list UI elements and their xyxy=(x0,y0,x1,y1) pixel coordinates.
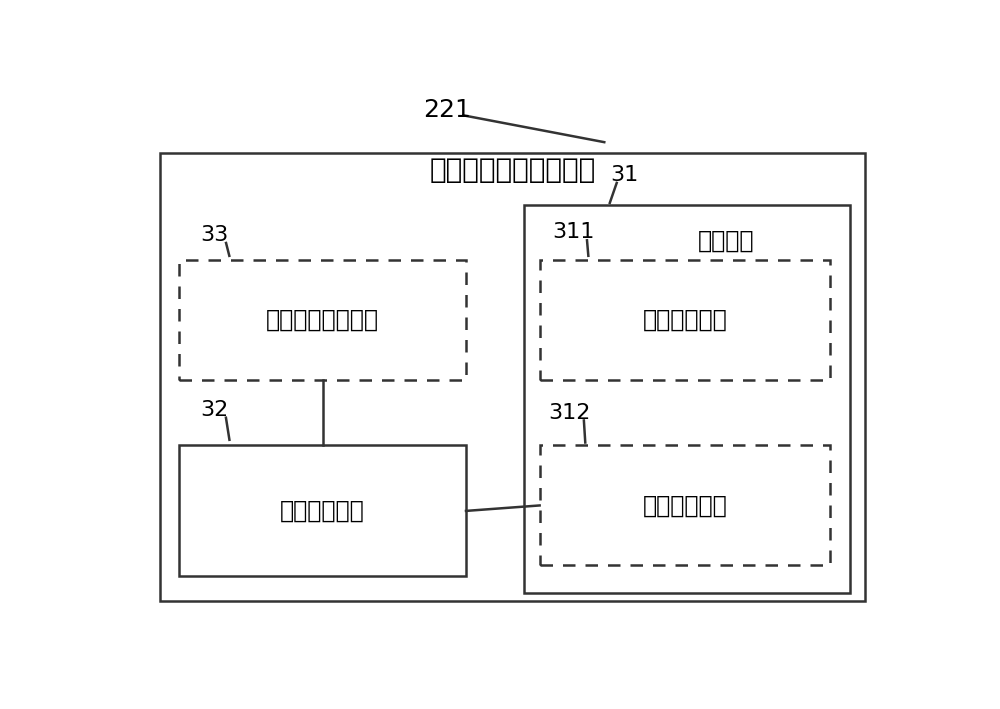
Bar xyxy=(524,205,850,593)
Text: 电压比较电路: 电压比较电路 xyxy=(280,499,365,523)
Text: 数据电压分压放大电路: 数据电压分压放大电路 xyxy=(429,156,596,184)
Text: 311: 311 xyxy=(552,223,594,242)
Text: 33: 33 xyxy=(200,225,228,245)
Bar xyxy=(540,259,830,380)
Bar xyxy=(179,445,466,576)
Bar xyxy=(540,445,830,566)
Text: 31: 31 xyxy=(611,165,639,185)
Text: 32: 32 xyxy=(200,400,228,420)
Text: 第二分压电路: 第二分压电路 xyxy=(643,493,727,518)
Text: 第一分压电路: 第一分压电路 xyxy=(643,308,727,332)
Text: 电源接入控制电路: 电源接入控制电路 xyxy=(266,308,379,332)
Text: 312: 312 xyxy=(549,403,591,423)
Text: 221: 221 xyxy=(423,98,471,122)
Text: 分压电路: 分压电路 xyxy=(698,229,754,252)
Bar xyxy=(160,153,865,601)
Bar xyxy=(179,259,466,380)
